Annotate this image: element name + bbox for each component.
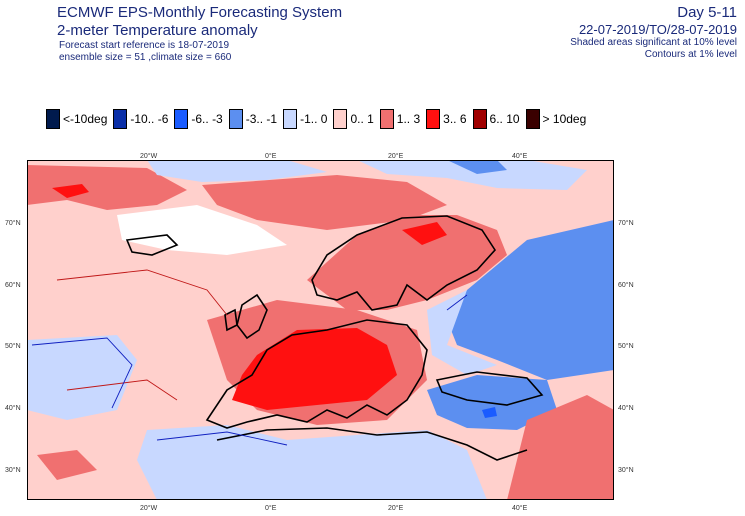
coastline-ireland [224,308,238,332]
legend-item: 3.. 6 [426,109,467,129]
legend-label: 1.. 3 [396,112,421,126]
lon-label-top: 40°E [512,152,528,160]
coastline-black-sea [435,371,544,406]
cold-region-russia [447,220,614,380]
lat-label-left: 60°N [5,281,21,289]
cold-region-barents-strong [447,160,507,174]
lon-label-top: 20°W [140,152,158,160]
legend-swatch [174,109,189,129]
legend-swatch [283,109,298,129]
note-shaded: Shaded areas significant at 10% level [570,37,737,48]
anomaly-region-south-east [507,395,614,500]
legend-swatch [472,109,487,129]
lat-label-left: 40°N [5,404,21,412]
note-contours: Contours at 1% level [644,49,737,60]
legend-swatch [333,109,348,129]
legend-label: -6.. -3 [191,112,223,126]
cold-region-west-atlantic [27,335,137,420]
anomaly-hotspot-atlantic [52,184,89,198]
legend-swatch [228,109,243,129]
day-range: Day 5-11 [677,4,737,21]
anomaly-map [27,160,614,500]
anomaly-region-greenland-sea [202,175,447,230]
cold-region-north-africa [137,425,487,500]
lon-label-bottom: 40°E [512,504,528,512]
lat-label-right: 50°N [618,342,634,350]
legend: <-10deg -10.. -6 -6.. -3 -3.. -1 -1.. 0 … [46,108,592,130]
lat-label-left: 50°N [5,342,21,350]
header-left: ECMWF EPS-Monthly Forecasting System 2-m… [57,4,342,64]
subtitle: 2-meter Temperature anomaly [57,22,258,39]
lat-label-left: 30°N [5,466,21,474]
map-frame [27,160,614,500]
anomaly-region-atlantic-north [27,165,187,210]
header-right: Day 5-11 22-07-2019/TO/28-07-2019 Shaded… [570,4,737,61]
legend-swatch [525,109,540,129]
lon-label-bottom: 20°W [140,504,158,512]
legend-item: 1.. 3 [379,109,421,129]
legend-item: -10.. -6 [113,109,168,129]
contour-red [56,269,228,401]
axis-labels: 20°W 0°E 20°E 40°E 20°W 0°E 20°E 40°E 70… [5,152,634,512]
legend-label: -1.. 0 [300,112,328,126]
anomaly-region-scandinavia [307,215,507,310]
legend-item: -1.. 0 [283,109,327,129]
coastline-north-africa [216,427,528,461]
legend-item: <-10deg [46,109,107,129]
coastline-europe [205,319,428,429]
cold-region-barents [357,160,587,190]
lat-label-right: 60°N [618,281,634,289]
legend-item: > 10deg [525,109,587,129]
legend-item: 6.. 10 [472,109,520,129]
anomaly-hotspot-central-europe [232,328,397,410]
legend-label: <-10deg [63,112,108,126]
legend-label: -3.. -1 [245,112,278,126]
lon-label-bottom: 20°E [388,504,404,512]
lon-label-top: 20°E [388,152,404,160]
legend-label: 3.. 6 [443,112,467,126]
lat-label-right: 30°N [618,466,634,474]
legend-item: -6.. -3 [174,109,223,129]
neutral-band-north [117,205,287,255]
legend-label: 6.. 10 [489,112,520,126]
forecast-ref: Forecast start reference is 18-07-2019 [59,40,230,51]
anomaly-hotspot-south-atlantic [37,450,97,480]
contour-blue [31,294,468,446]
lat-label-right: 40°N [618,404,634,412]
legend-item: -3.. -1 [228,109,278,129]
cold-spot-turkey [482,407,497,418]
coastline-scandinavia [311,215,497,311]
coastline-iceland [125,234,179,256]
cold-region-north [147,160,327,182]
title: ECMWF EPS-Monthly Forecasting System [57,4,343,21]
anomaly-hotspot-scandinavia [402,222,447,245]
legend-label: > 10deg [542,112,587,126]
lon-label-bottom: 0°E [265,504,277,512]
legend-swatch [46,109,60,129]
legend-label: -10.. -6 [130,112,169,126]
legend-swatch [113,109,128,129]
period: 22-07-2019/TO/28-07-2019 [578,22,737,37]
lat-label-left: 70°N [5,219,21,227]
legend-label: 0.. 1 [350,112,374,126]
legend-swatch [379,109,394,129]
legend-swatch [426,109,441,129]
ensemble-size: ensemble size = 51 ,climate size = 660 [59,52,232,63]
legend-item: 0.. 1 [333,109,374,129]
lon-label-top: 0°E [265,152,277,160]
lat-label-right: 70°N [618,219,634,227]
cold-region-east-edge [427,290,497,375]
